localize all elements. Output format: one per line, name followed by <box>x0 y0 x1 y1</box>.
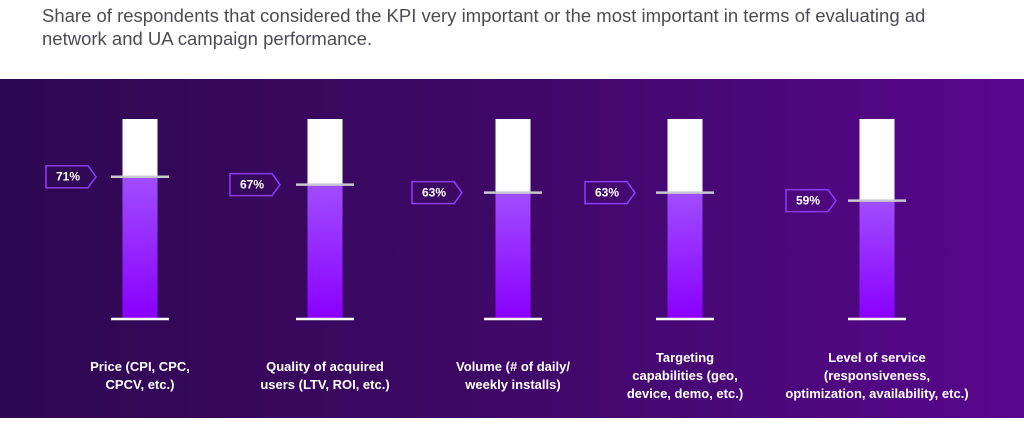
category-label-line: optimization, availability, etc.) <box>785 386 969 401</box>
bar-empty-4 <box>667 119 703 193</box>
value-tag-4 <box>584 180 636 205</box>
category-label-line: Price (CPI, CPC, <box>90 359 190 374</box>
chart-subtitle: Share of respondents that considered the… <box>42 5 926 49</box>
bar-empty-1 <box>122 119 158 177</box>
category-label-line: weekly installs) <box>465 377 561 392</box>
value-tag-3 <box>411 180 463 205</box>
bar-empty-3 <box>495 119 531 193</box>
category-label-2: Quality of acquired users (LTV, ROI, etc.… <box>210 358 440 394</box>
category-label-line: Volume (# of daily/ <box>456 359 570 374</box>
bar-3 <box>495 192 531 318</box>
category-label-1: Price (CPI, CPC, CPCV, etc.) <box>25 358 255 394</box>
category-label-line: users (LTV, ROI, etc.) <box>260 377 390 392</box>
category-label-line: Level of service <box>828 350 926 365</box>
category-label-5: Level of service (responsiveness, optimiza… <box>762 349 992 403</box>
category-label-line: device, demo, etc.) <box>626 386 744 401</box>
data-label-1: 71% <box>56 170 80 184</box>
data-label-4: 63% <box>595 186 619 200</box>
chart-panel: 71% 67% 63% 63% 59% Price (CPI, CPC, CPCV, et… <box>0 79 1024 418</box>
bar-5 <box>859 200 895 318</box>
category-label-line: capabilities (geo, <box>632 368 738 383</box>
bar-1 <box>122 176 158 318</box>
value-tag-1 <box>45 164 97 189</box>
category-label-4: Targeting capabilities (geo, device, demo,… <box>570 349 800 403</box>
category-label-line: (responsiveness, <box>823 368 931 383</box>
category-label-3: Volume (# of daily/weekly installs) <box>398 358 628 394</box>
bar-chart: 71% 67% 63% 63% 59% <box>45 119 906 321</box>
data-label-5: 59% <box>796 194 820 208</box>
bar-empty-5 <box>859 119 895 201</box>
value-tag-2 <box>229 172 281 197</box>
category-label-line: Targeting <box>655 350 715 365</box>
bar-4 <box>667 192 703 318</box>
data-label-3: 63% <box>422 186 446 200</box>
bar-empty-2 <box>307 119 343 185</box>
value-tag-5 <box>785 188 837 213</box>
bar-2 <box>307 184 343 318</box>
category-label-line: Quality of acquired <box>266 359 384 374</box>
category-label-line: CPCV, etc.) <box>105 377 175 392</box>
data-label-2: 67% <box>240 178 264 192</box>
